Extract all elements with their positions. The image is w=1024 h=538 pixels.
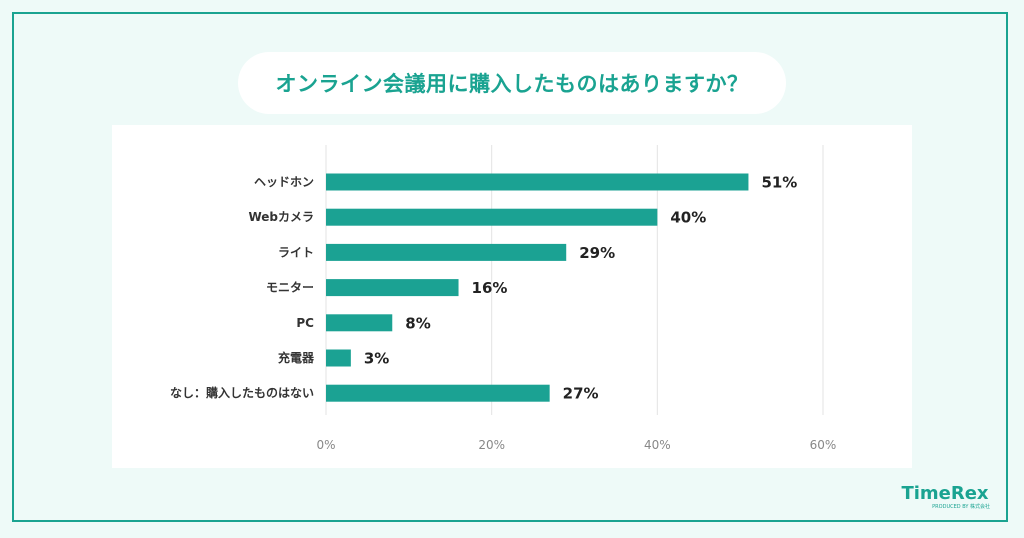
value-label: 40% — [670, 209, 706, 227]
chart-card: 0% 20% 40% 60% ヘッドホン 51% Webカメラ 40% ライト 29% モニター 16… — [112, 125, 912, 468]
bar — [326, 279, 459, 297]
chart-title: オンライン会議用に購入したものはありますか？ — [275, 72, 749, 96]
bar — [326, 173, 749, 191]
bar — [326, 243, 567, 261]
category-label: PC — [296, 316, 314, 330]
title-pill: オンライン会議用に購入したものはありますか？ — [238, 52, 786, 114]
logo-brand: TimeRex — [901, 483, 989, 504]
bar — [326, 208, 658, 226]
category-label: Webカメラ — [248, 210, 314, 224]
bar — [326, 314, 393, 332]
timerex-logo: TimeRex PRODUCED BY 株式会社 — [890, 484, 1000, 514]
value-label: 16% — [472, 279, 508, 297]
category-label: モニター — [266, 281, 314, 295]
x-tick-label: 40% — [644, 438, 671, 452]
logo-sub: PRODUCED BY 株式会社 — [932, 504, 990, 510]
value-label: 29% — [579, 244, 615, 262]
bar-chart: 0% 20% 40% 60% ヘッドホン 51% Webカメラ 40% ライト 29% モニター 16… — [170, 145, 837, 452]
category-label: なし：購入したものはない — [170, 385, 314, 400]
bar — [326, 349, 351, 367]
x-tick-label: 20% — [478, 438, 505, 452]
x-tick-label: 0% — [316, 438, 335, 452]
x-tick-label: 60% — [810, 438, 837, 452]
outer-frame — [12, 12, 1008, 522]
category-label: ライト — [278, 245, 314, 259]
value-label: 3% — [364, 350, 389, 368]
category-label: 充電器 — [278, 350, 315, 365]
value-label: 27% — [563, 385, 599, 403]
value-label: 51% — [761, 174, 797, 192]
bar — [326, 384, 550, 402]
category-label: ヘッドホン — [254, 175, 314, 189]
value-label: 8% — [405, 314, 430, 332]
